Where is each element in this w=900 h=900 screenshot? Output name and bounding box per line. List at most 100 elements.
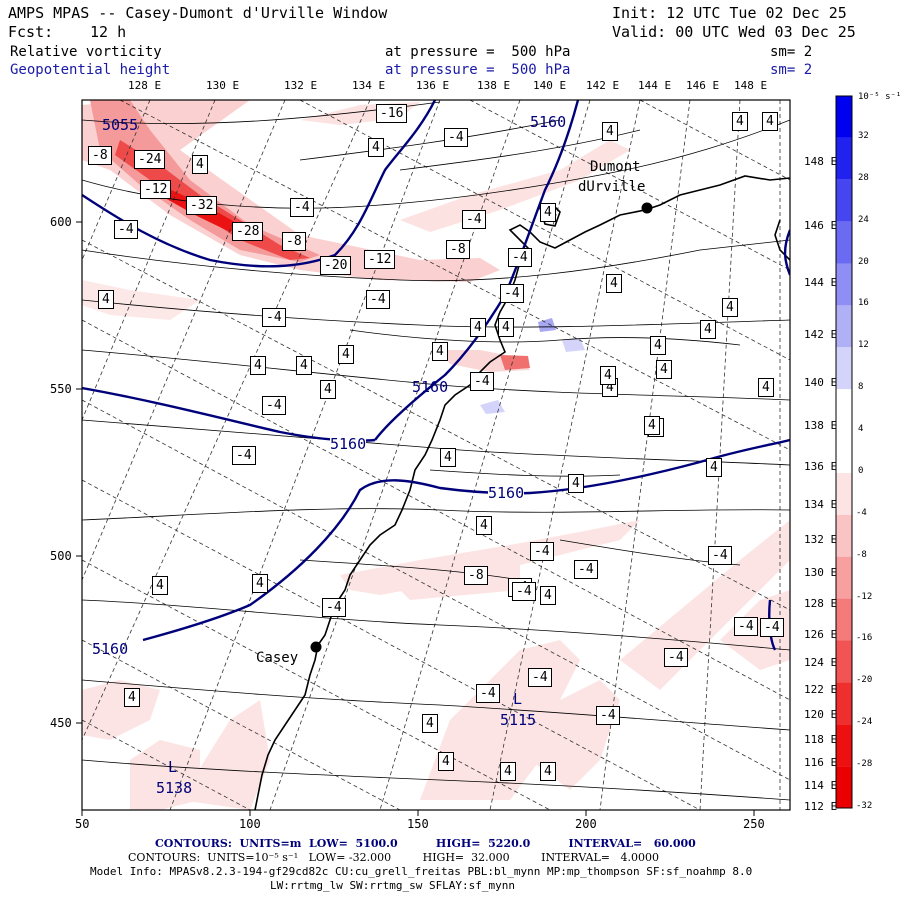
vorticity-label: -8 xyxy=(446,240,470,259)
vorticity-label: 4 xyxy=(732,112,748,131)
lon-label: 134 E xyxy=(352,79,386,92)
vorticity-label: -4 xyxy=(760,618,784,637)
vorticity-label: -28 xyxy=(232,222,264,241)
vorticity-label: 4 xyxy=(540,586,556,605)
vorticity-label: -4 xyxy=(262,308,286,327)
colorbar-swatch xyxy=(836,514,852,557)
lon-label: 124 E xyxy=(804,656,838,669)
colorbar-swatch xyxy=(836,431,852,473)
lon-label: 144 E xyxy=(638,79,672,92)
model-info: Model Info: MPASv8.2.3-194-gf29cd82c CU:… xyxy=(90,865,753,878)
lon-label: 116 E xyxy=(804,756,838,769)
vorticity-label: 4 xyxy=(706,458,722,477)
colorbar-frame xyxy=(835,95,853,809)
forecast-hour: 12 h xyxy=(90,23,127,41)
colorbar-swatch xyxy=(836,598,852,641)
colorbar-tick-label: -20 xyxy=(856,675,873,686)
colorbar-swatch xyxy=(836,724,852,767)
vorticity-label: 4 xyxy=(320,380,336,399)
colorbar-tick-label: 12 xyxy=(858,340,869,351)
dumont-label: Dumont xyxy=(590,159,641,175)
y-tick-label: 550 xyxy=(50,382,72,396)
y-tick-label: 450 xyxy=(50,716,72,730)
low-value: 5115 xyxy=(500,711,537,729)
colorbar-swatch xyxy=(836,96,852,138)
height-label: 5160 xyxy=(92,640,129,658)
colorbar-tick-label: 0 xyxy=(858,465,864,476)
lon-label: 132 E xyxy=(284,79,318,92)
init-time: Init: 12 UTC Tue 02 Dec 25 xyxy=(612,4,847,22)
x-tick-label: 150 xyxy=(407,817,429,831)
vorticity-label: -4 xyxy=(262,396,286,415)
field2-level: at pressure = 500 hPa xyxy=(385,62,571,78)
colorbar-tick-label: -32 xyxy=(856,801,873,811)
vorticity-label: -12 xyxy=(140,180,172,199)
vorticity-label: -4 xyxy=(734,617,758,636)
colorbar-swatch xyxy=(836,305,852,348)
vorticity-label: -4 xyxy=(476,684,500,703)
vorticity-label: 4 xyxy=(296,356,312,375)
colorbar-tick-label: -4 xyxy=(856,507,867,518)
dumont-label-2: dUrville xyxy=(578,179,646,195)
axis-ticks xyxy=(76,221,755,816)
vorticity-label: -4 xyxy=(114,220,138,239)
vorticity-label: 4 xyxy=(722,298,738,317)
vorticity-label: -4 xyxy=(500,284,524,303)
height-contour-info: CONTOURS: UNITS=m LOW= 5100.0 HIGH= 5220… xyxy=(155,837,696,850)
colorbar-tick-label: 16 xyxy=(858,298,869,309)
lon-label: 134 E xyxy=(804,498,838,511)
lon-label: 114 E xyxy=(804,779,838,792)
vorticity-label: -4 xyxy=(232,446,256,465)
vorticity-label: -4 xyxy=(530,542,554,561)
vorticity-label: -4 xyxy=(322,598,346,617)
field1-name: Relative vorticity xyxy=(10,44,162,60)
vorticity-label: -4 xyxy=(508,248,532,267)
vorticity-label: -4 xyxy=(512,582,536,601)
lon-label: 146 E xyxy=(804,219,838,232)
low-value: 5138 xyxy=(156,779,193,797)
vorticity-label: 4 xyxy=(252,574,268,593)
lon-label: 146 E xyxy=(686,79,720,92)
colorbar-tick-label: 20 xyxy=(858,256,869,267)
vorticity-label: 4 xyxy=(338,345,354,364)
vorticity-label: 4 xyxy=(540,203,556,222)
vorticity-label: -8 xyxy=(88,146,112,165)
vorticity-contours xyxy=(82,101,790,801)
casey-label: Casey xyxy=(256,650,299,666)
vorticity-label: 4 xyxy=(438,752,454,771)
vorticity-label: -8 xyxy=(282,232,306,251)
vorticity-label: -8 xyxy=(464,566,488,585)
vorticity-contour-info: CONTOURS: UNITS=10⁻⁵ s⁻¹ LOW= -32.000 HI… xyxy=(128,851,659,864)
vorticity-label: -24 xyxy=(134,150,166,169)
vorticity-label: 4 xyxy=(650,336,666,355)
vorticity-label: 4 xyxy=(192,155,208,174)
model-info-2: LW:rrtmg_lw SW:rrtmg_sw SFLAY:sf_mynn xyxy=(270,879,516,892)
vorticity-label: -16 xyxy=(376,104,408,123)
lon-label: 136 E xyxy=(804,460,838,473)
vorticity-label: -4 xyxy=(528,668,552,687)
vorticity-label: 4 xyxy=(476,516,492,535)
colorbar-swatch xyxy=(836,263,852,306)
lon-label: 120 E xyxy=(804,708,838,721)
lon-label: 128 E xyxy=(804,597,838,610)
vorticity-label: 4 xyxy=(568,474,584,493)
lon-label: 136 E xyxy=(416,79,450,92)
field2-name: Geopotential height xyxy=(10,62,171,78)
y-tick-label: 500 xyxy=(50,549,72,563)
lon-label: 144 E xyxy=(804,276,838,289)
dumont-durville-station-marker xyxy=(641,202,653,214)
vorticity-label: 4 xyxy=(124,688,140,707)
vorticity-label: -4 xyxy=(366,290,390,309)
vorticity-label: 4 xyxy=(762,112,778,131)
lon-label: 132 E xyxy=(804,533,838,546)
lon-label: 112 E xyxy=(804,800,838,813)
colorbar-tick-label: 32 xyxy=(858,130,869,141)
colorbar-tick-label: -16 xyxy=(856,633,873,644)
colorbar-swatch xyxy=(836,766,852,808)
colorbar-swatch xyxy=(836,640,852,683)
x-tick-label: 100 xyxy=(239,817,261,831)
colorbar-tick-label: 28 xyxy=(858,172,869,183)
vorticity-label: 4 xyxy=(758,378,774,397)
height-label: 5055 xyxy=(102,116,139,134)
vorticity-label: -4 xyxy=(708,546,732,565)
